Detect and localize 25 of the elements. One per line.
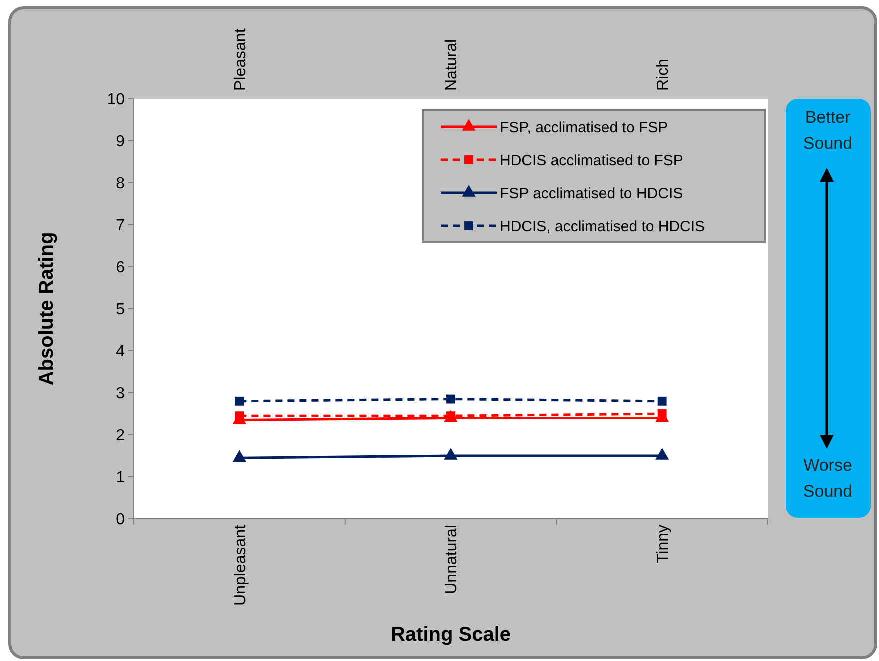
x-tick-label: Unnatural: [444, 525, 461, 594]
y-tick-label: 10: [107, 92, 126, 109]
text: Natural: [444, 39, 461, 91]
text: Worse Sound: [803, 456, 853, 501]
y-tick-label: 3: [116, 386, 126, 403]
x-axis-title: Rating Scale: [390, 624, 512, 646]
y-tick-label: 7: [116, 218, 126, 235]
y-tick-label: 4: [116, 344, 126, 361]
y-tick-label: 2: [116, 428, 126, 445]
text: Rich: [654, 58, 672, 91]
y-tick-label: 6: [116, 260, 126, 277]
x-tick-label: Tinny: [654, 525, 672, 564]
legend-label: HDCIS acclimatised to FSP: [500, 152, 684, 170]
x-tick-label: Unpleasant: [232, 524, 250, 606]
y-tick-label: 5: [116, 302, 126, 319]
y-tick-label: 8: [116, 176, 126, 193]
legend-label: FSP acclimatised to HDCIS: [500, 185, 684, 202]
y-tick-label: 0: [116, 512, 126, 529]
y-tick-label: 1: [116, 470, 126, 487]
y-axis-title: Absolute Rating: [36, 232, 58, 386]
legend-label: HDCIS, acclimatised to HDCIS: [500, 218, 706, 236]
y-tick-label: 9: [116, 134, 126, 151]
text: Pleasant: [232, 28, 250, 91]
legend-label: FSP, acclimatised to FSP: [500, 119, 668, 136]
text: Better Sound: [803, 108, 853, 153]
